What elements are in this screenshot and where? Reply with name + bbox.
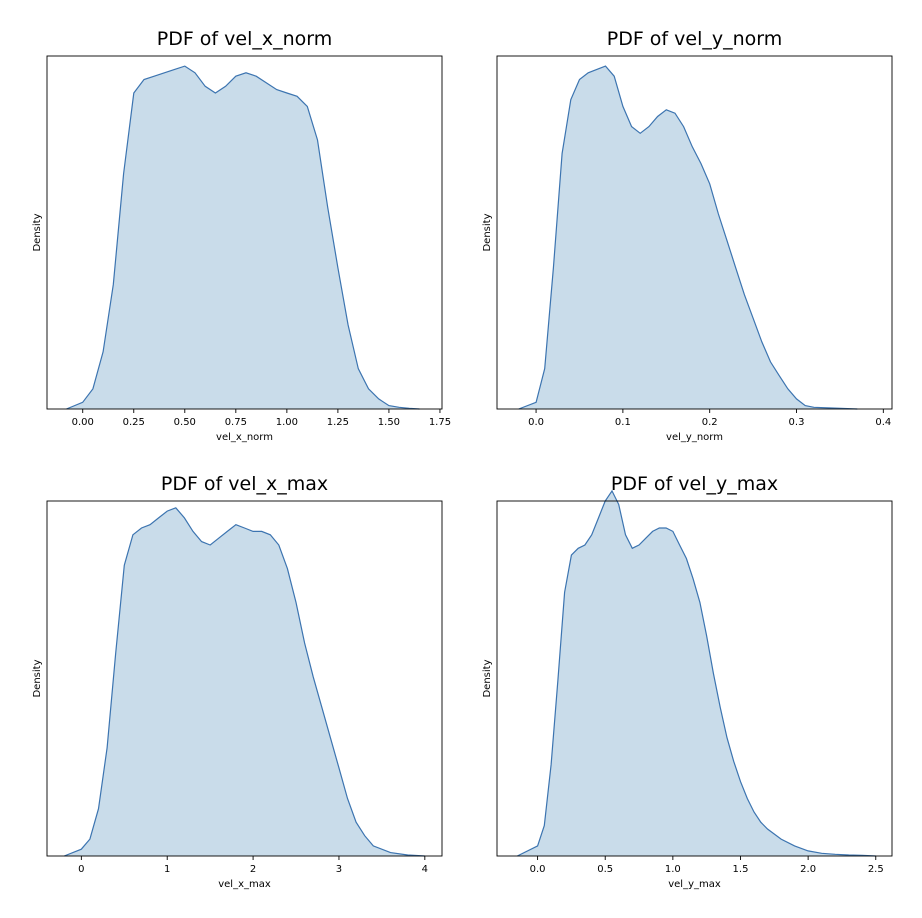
- x-axis-label: vel_y_norm: [666, 432, 723, 443]
- axes-frame: [496, 500, 893, 857]
- x-axis-label: vel_y_max: [668, 879, 721, 890]
- x-tick-label: 0.0: [530, 864, 546, 875]
- x-tick-label: 0.3: [789, 417, 805, 428]
- x-axis-label: vel_x_max: [218, 879, 271, 890]
- y-axis-label: Density: [482, 213, 493, 251]
- x-tick-label: 3: [336, 864, 342, 875]
- x-tick-label: 1.25: [327, 417, 349, 428]
- kde-panel-4: PDF of vel_y_max 0.0 0.5 1.0 1.5 2.0 2.5 vel_y_…: [482, 473, 893, 890]
- axes-frame: [46, 500, 443, 857]
- x-tick-label: 0.25: [123, 417, 145, 428]
- panel-title: PDF of vel_x_max: [161, 473, 328, 495]
- x-tick-label: 0.4: [875, 417, 891, 428]
- x-tick-label: 1.00: [276, 417, 298, 428]
- kde-panel-3: PDF of vel_x_max 0 1 2 3 4 vel_x_max Density: [32, 473, 443, 890]
- x-tick-label: 1.5: [733, 864, 749, 875]
- x-tick-label: 0.75: [225, 417, 247, 428]
- axes-frame: [496, 55, 893, 410]
- x-tick-label: 2: [250, 864, 256, 875]
- x-tick-label: 0.2: [702, 417, 718, 428]
- y-axis-label: Density: [32, 213, 43, 251]
- axes-frame: [46, 55, 443, 410]
- kde-panel-2: PDF of vel_y_norm 0.0 0.1 0.2 0.3 0.4 vel_y_no…: [482, 28, 893, 443]
- y-axis-label: Density: [482, 659, 493, 697]
- x-tick-label: 2.0: [800, 864, 816, 875]
- density-curve: [63, 507, 425, 857]
- density-area: [517, 490, 876, 856]
- density-area: [518, 66, 858, 409]
- y-axis-label: Density: [32, 659, 43, 697]
- x-tick-label: 0: [78, 864, 84, 875]
- density-area: [64, 507, 425, 856]
- x-tick-label: 2.5: [868, 864, 884, 875]
- panel-title: PDF of vel_x_norm: [157, 28, 333, 50]
- density-area: [66, 66, 420, 409]
- kde-panel-1: PDF of vel_x_norm 0.00 0.25 0.50 0.75 1.00 1.2…: [32, 28, 451, 443]
- x-axis-label: vel_x_norm: [216, 432, 273, 443]
- x-tick-label: 4: [422, 864, 428, 875]
- x-tick-label: 1: [164, 864, 170, 875]
- x-tick-label: 0.5: [597, 864, 613, 875]
- panel-title: PDF of vel_y_max: [611, 473, 778, 495]
- x-tick-label: 0.1: [615, 417, 631, 428]
- x-tick-label: 0.00: [72, 417, 94, 428]
- x-tick-label: 1.75: [429, 417, 451, 428]
- density-curve: [66, 65, 420, 410]
- density-curve: [518, 65, 858, 410]
- x-tick-label: 1.0: [665, 864, 681, 875]
- x-tick-label: 0.0: [528, 417, 544, 428]
- panel-title: PDF of vel_y_norm: [607, 28, 783, 50]
- density-curve: [517, 489, 876, 857]
- x-tick-label: 0.50: [174, 417, 196, 428]
- x-tick-label: 1.50: [378, 417, 400, 428]
